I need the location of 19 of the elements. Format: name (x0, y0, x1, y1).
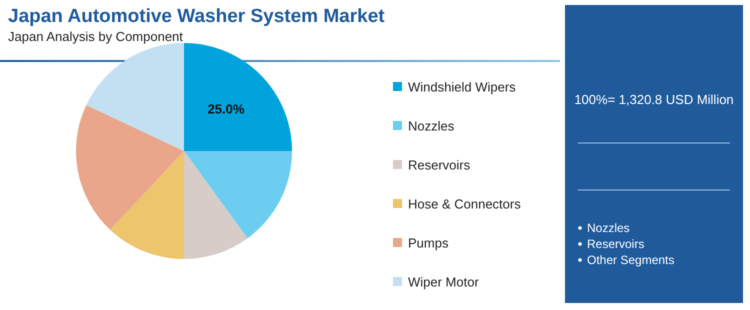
legend-label: Windshield Wipers (408, 80, 516, 94)
text: Reservoirs (587, 237, 644, 251)
chart-subtitle: Japan Analysis by Component (8, 29, 184, 44)
legend-label: Nozzles (408, 118, 455, 134)
chart-title: Japan Automotive Washer System Market (8, 6, 386, 27)
legend-label: Hose & Connectors (408, 196, 522, 212)
legend-label: Reservoirs (408, 158, 471, 172)
pie-slice (184, 151, 248, 259)
pie-slice (86, 43, 184, 151)
pie-slice (76, 105, 184, 230)
legend-label: Wiper Motor (408, 274, 480, 290)
text: Nozzles (587, 221, 630, 235)
data-label: 25.0% (208, 102, 245, 116)
pie-slice (184, 43, 292, 151)
text: Other Segments (587, 253, 674, 267)
pie-slice (110, 151, 184, 259)
text: 100%= 1,320.8 USD Million (574, 92, 734, 107)
pie-slice (184, 151, 292, 238)
legend-label: Pumps (408, 236, 449, 250)
